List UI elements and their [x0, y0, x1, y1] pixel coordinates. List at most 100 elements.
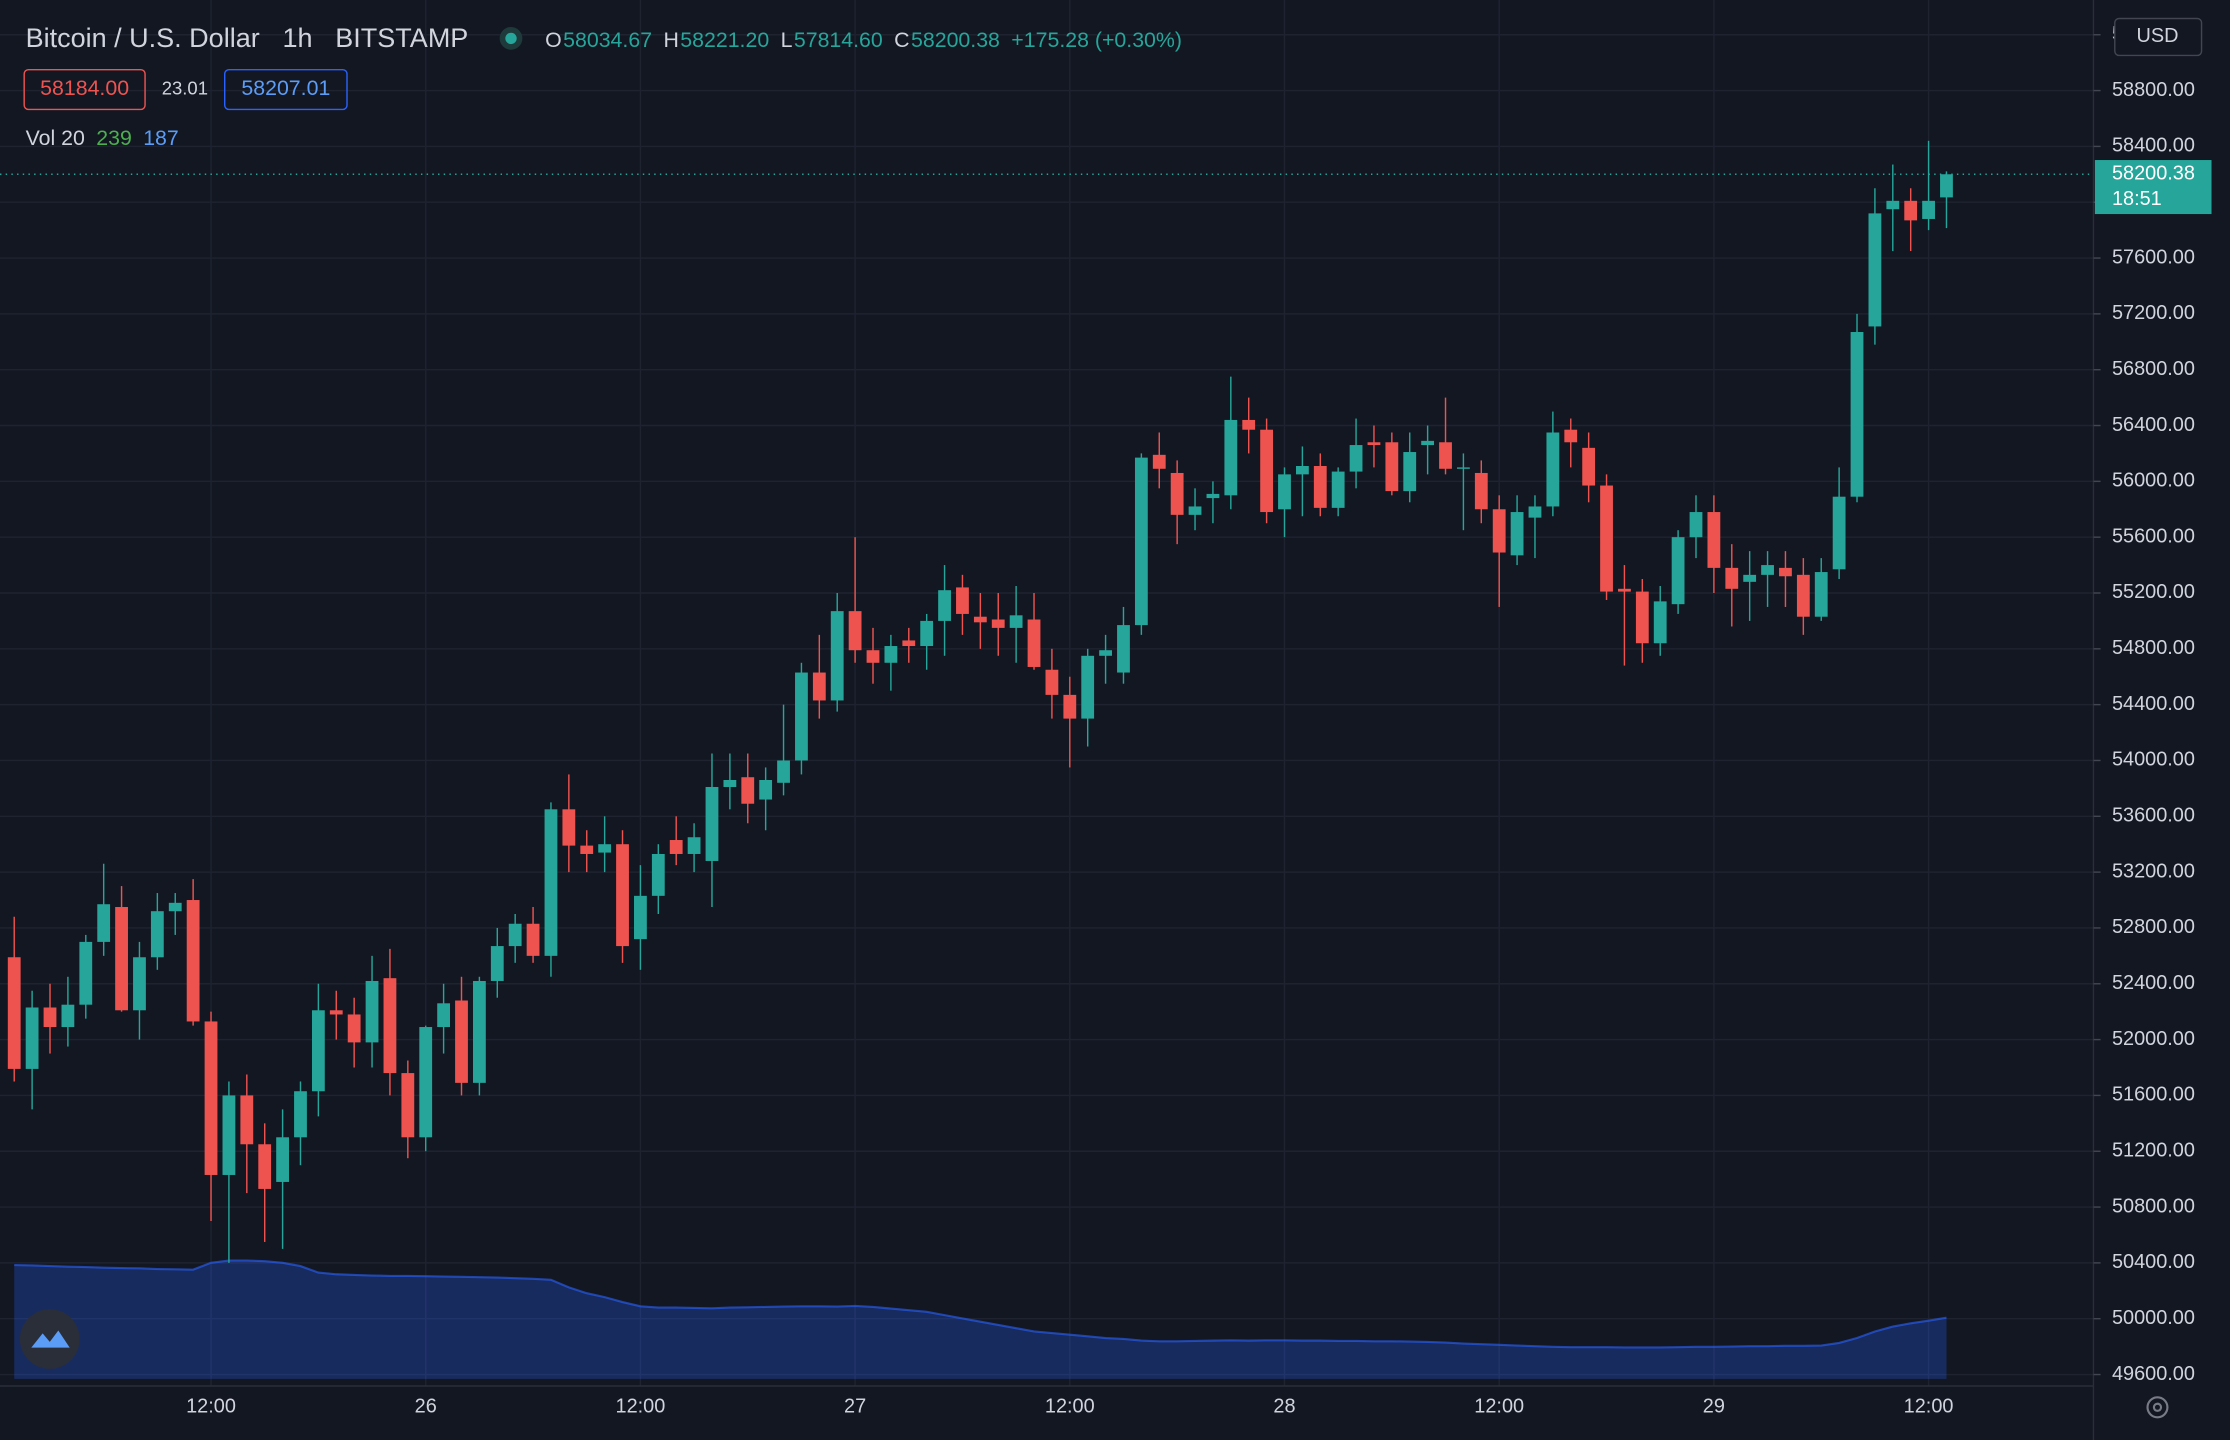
candle-body — [347, 1014, 361, 1043]
candle-body — [472, 980, 486, 1083]
candle-body — [490, 946, 504, 981]
candle-body — [7, 957, 21, 1069]
candle-body — [1421, 440, 1435, 446]
candle-body — [1278, 474, 1291, 510]
candle-body — [383, 978, 397, 1074]
interval: 1h — [282, 23, 312, 53]
logo-icon — [31, 1330, 70, 1348]
candle-body — [1331, 471, 1345, 508]
volume-ma-value: 187 — [143, 126, 179, 150]
logo[interactable] — [19, 1309, 80, 1369]
candle-body — [1868, 213, 1882, 327]
bid-box — [23, 68, 146, 111]
candle-body — [795, 672, 808, 761]
x-tick-label: 12:00 — [1045, 1396, 1095, 1418]
volume-ma-line — [14, 1259, 1947, 1349]
candle-body — [616, 844, 629, 947]
y-tick-label: 56800.00 — [2112, 358, 2195, 380]
volume-pane — [14, 1259, 1947, 1379]
ohlc-value: 58221.20 — [680, 28, 769, 52]
y-tick-label: 54000.00 — [2112, 749, 2195, 771]
candle-body — [830, 611, 844, 701]
candle-body — [651, 853, 665, 896]
candle-body — [562, 809, 576, 846]
market-status-dot — [505, 32, 517, 45]
candle-body — [1009, 615, 1023, 628]
candle-body — [437, 1003, 451, 1028]
candle-body — [115, 907, 128, 1011]
candle-body — [276, 1137, 289, 1182]
candle-body — [1564, 429, 1578, 443]
x-tick-label: 28 — [1273, 1396, 1295, 1418]
countdown-label: 18:51 — [2112, 188, 2162, 210]
x-tick-label: 29 — [1703, 1396, 1725, 1418]
candle-body — [848, 611, 862, 651]
candle-body — [1761, 565, 1774, 575]
candle-body — [1635, 591, 1649, 644]
candle-body — [1886, 200, 1900, 210]
candle-body — [311, 1010, 325, 1092]
currency-button[interactable] — [2114, 17, 2203, 57]
spread: 23.01 — [162, 77, 208, 98]
candle-body — [938, 590, 951, 621]
chart-title: Bitcoin / U.S. Dollar — [26, 23, 260, 53]
candle-body — [920, 620, 934, 647]
candle-body — [669, 840, 683, 854]
candle-body — [508, 923, 522, 947]
ask-box — [223, 68, 348, 111]
candle-body — [973, 616, 987, 623]
y-tick-label: 57600.00 — [2112, 246, 2195, 268]
x-tick-label: 12:00 — [616, 1396, 666, 1418]
candle-body — [1922, 200, 1935, 219]
candle-body — [544, 809, 558, 956]
candle-body — [1528, 506, 1542, 518]
settings-button[interactable] — [2146, 1396, 2169, 1419]
y-tick-label: 52400.00 — [2112, 972, 2195, 994]
candle-body — [1814, 572, 1828, 617]
candle-body — [884, 646, 898, 663]
y-tick-label: 55200.00 — [2112, 581, 2195, 603]
candle-body — [401, 1073, 415, 1138]
candle-body — [1582, 447, 1596, 486]
candle-body — [1134, 457, 1148, 626]
x-tick-label: 27 — [844, 1396, 866, 1418]
candle-body — [1385, 442, 1399, 492]
candle-body — [1725, 567, 1739, 589]
exchange: BITSTAMP — [335, 23, 468, 53]
candle-body — [723, 780, 737, 787]
candle-body — [455, 1000, 468, 1083]
candle-body — [1457, 467, 1470, 469]
candle-body — [1439, 442, 1452, 469]
candle-body — [1188, 506, 1202, 515]
x-tick-label: 26 — [415, 1396, 437, 1418]
y-tick-label: 52800.00 — [2112, 916, 2195, 938]
candle-body — [204, 1021, 218, 1175]
candle-body — [866, 650, 880, 663]
y-tick-label: 55600.00 — [2112, 525, 2195, 547]
x-tick-label: 12:00 — [186, 1396, 236, 1418]
candle-body — [1295, 465, 1309, 475]
y-tick-label: 56000.00 — [2112, 470, 2195, 492]
candle-body — [526, 923, 540, 956]
ohlc-label: L — [781, 28, 793, 52]
candle-body — [150, 911, 164, 958]
candle-body — [741, 777, 755, 804]
candle-body — [687, 837, 701, 854]
candle-body — [1832, 496, 1846, 570]
candle-body — [1600, 485, 1613, 592]
y-tick-label: 50400.00 — [2112, 1251, 2195, 1273]
candle-body — [294, 1091, 307, 1138]
candle-body — [1474, 472, 1488, 510]
candle-body — [1242, 419, 1256, 430]
candle-body — [258, 1144, 272, 1189]
last-price-label: 58200.38 — [2112, 163, 2195, 185]
candle-body — [812, 672, 826, 701]
candle-body — [1850, 332, 1864, 497]
volume-label: Vol 20 — [26, 126, 85, 150]
candle-body — [1743, 574, 1757, 582]
candle-body — [186, 900, 200, 1022]
y-tick-label: 54400.00 — [2112, 693, 2195, 715]
